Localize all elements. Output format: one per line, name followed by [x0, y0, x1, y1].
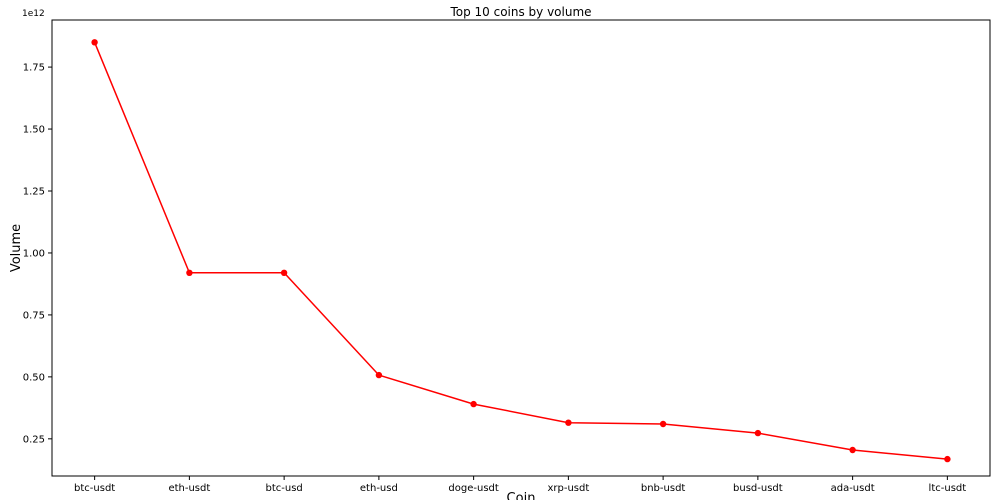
data-point-xrp-usdt: [565, 419, 572, 426]
x-tick-label: btc-usd: [265, 483, 302, 494]
data-point-btc-usd: [280, 269, 288, 276]
data-point-ada-usdt: [849, 446, 856, 454]
y-tick-label: 0.50: [23, 372, 45, 383]
y-tick-label: 1.00: [23, 248, 45, 259]
x-tick-label: ada-usdt: [831, 483, 875, 494]
y-axis-offset-label: 1e12: [22, 9, 45, 19]
y-tick-label: 1.25: [23, 187, 45, 198]
y-tick-label: 0.25: [23, 434, 45, 445]
y-axis-title: Volume: [9, 224, 24, 272]
x-tick-label: busd-usdt: [733, 483, 783, 494]
x-tick-label: xrp-usdt: [547, 483, 589, 494]
x-tick-label: eth-usdt: [168, 483, 210, 494]
chart-title: Top 10 coins by volume: [449, 5, 591, 19]
data-point-busd-usdt: [754, 429, 762, 437]
x-tick-label: ltc-usdt: [929, 483, 967, 494]
series-layer: [91, 39, 951, 463]
series-line: [93, 42, 948, 460]
x-tick-label: bnb-usdt: [641, 483, 686, 494]
y-tick-label: 1.75: [23, 63, 45, 74]
y-tick-label: 0.75: [23, 310, 45, 321]
data-point-bnb-usdt: [659, 420, 667, 428]
x-tick-label: eth-usd: [360, 483, 398, 494]
x-tick-label: doge-usdt: [448, 483, 498, 494]
y-axis-ticks: 0.25 0.50 0.75 1.00 1.25 1.50 1.75: [23, 63, 52, 445]
plot-area-frame: [51, 19, 991, 477]
data-point-eth-usd: [375, 371, 383, 379]
y-tick-label: 1.50: [23, 125, 45, 136]
data-point-doge-usdt: [470, 400, 477, 408]
x-tick-label: btc-usdt: [74, 483, 115, 494]
data-point-btc-usdt: [91, 39, 98, 46]
x-axis-title: Coin: [507, 491, 536, 500]
data-point-eth-usdt: [186, 269, 193, 276]
data-point-ltc-usdt: [944, 455, 951, 463]
x-axis-ticks: btc-usdt eth-usdt btc-usd eth-usd doge-usdt x…: [74, 476, 966, 494]
